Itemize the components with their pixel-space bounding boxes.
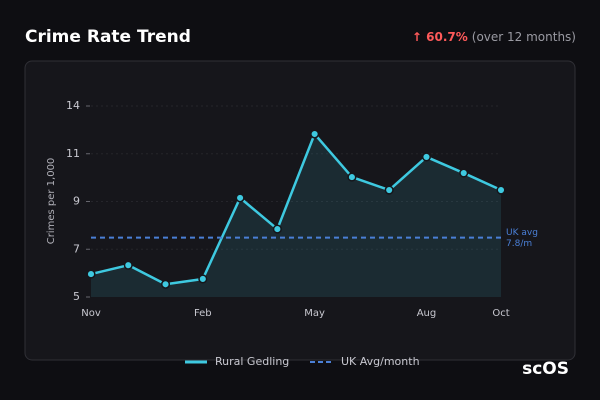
y-tick-label: 14 — [66, 99, 80, 112]
y-tick-label: 9 — [73, 195, 80, 208]
data-point — [235, 193, 245, 203]
data-point — [160, 279, 171, 289]
legend-label: Rural Gedling — [215, 355, 289, 368]
y-tick-label: 7 — [73, 242, 80, 255]
chart-title: Crime Rate Trend — [25, 27, 191, 47]
data-point — [496, 185, 506, 195]
data-point — [86, 269, 96, 279]
change-value: ↑ 60.7% — [412, 30, 468, 44]
watermark: scOS — [522, 359, 569, 379]
data-point — [459, 168, 469, 178]
y-axis-label: Crimes per 1,000 — [46, 158, 57, 245]
area-fill — [91, 134, 501, 297]
x-tick-label: Oct — [492, 308, 509, 319]
data-point — [198, 274, 208, 284]
series-line — [90, 132, 502, 286]
reference-annotation: UK avg — [506, 228, 538, 238]
data-point — [384, 185, 394, 195]
data-point — [347, 172, 357, 182]
y-tick-label: 11 — [66, 147, 80, 160]
data-point — [123, 260, 133, 270]
x-tick-label: Feb — [194, 308, 212, 319]
x-tick-label: Aug — [417, 308, 437, 319]
data-point — [310, 129, 320, 139]
legend-label: UK Avg/month — [341, 355, 420, 368]
x-tick-label: May — [304, 308, 325, 319]
change-period: (over 12 months) — [472, 30, 576, 44]
data-point — [421, 152, 432, 162]
data-point — [272, 224, 282, 234]
x-tick-label: Nov — [81, 308, 101, 319]
reference-annotation: 7.8/m — [506, 239, 532, 249]
y-tick-label: 5 — [73, 290, 80, 303]
change-badge: ↑ 60.7% (over 12 months) — [412, 30, 576, 44]
